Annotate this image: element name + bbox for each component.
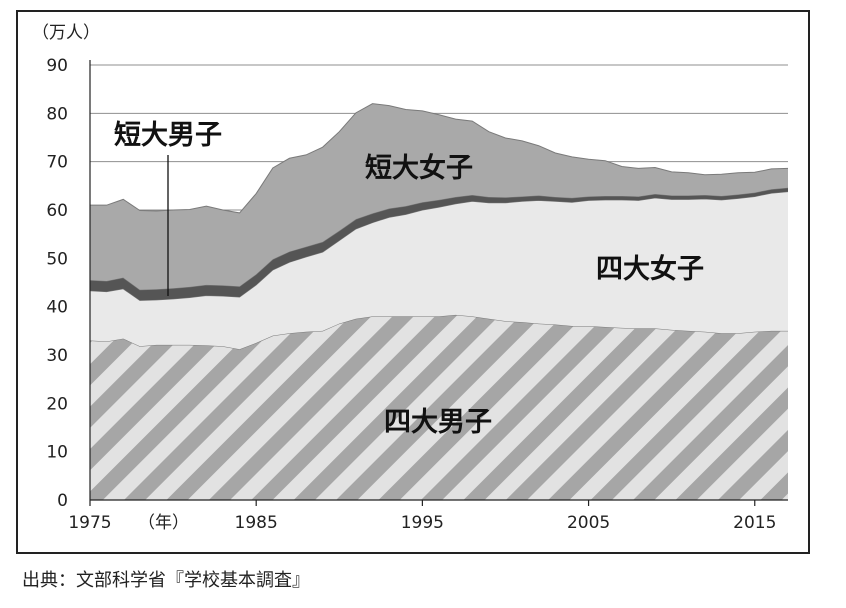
area-series-4 <box>90 103 788 290</box>
label-tandai-joshi: 短大女子 <box>365 152 473 184</box>
series-labels: 短大男子 短大女子 四大女子 四大男子 <box>114 120 704 438</box>
label-yondai-joshi: 四大女子 <box>596 253 704 285</box>
x-tick-label-2005: 2005 <box>567 513 610 533</box>
area-series-1 <box>90 314 788 500</box>
axes: （万人） 0 10 20 30 40 50 60 70 80 90 1975 （年） 1985 1995 2… <box>32 23 788 533</box>
y-tick-label-80: 80 <box>46 104 68 124</box>
y-tick-label-20: 20 <box>46 394 68 414</box>
x-year-suffix: （年） <box>138 513 189 533</box>
y-tick-label-10: 10 <box>46 443 68 463</box>
y-tick-label-60: 60 <box>46 201 68 221</box>
y-tick-label-0: 0 <box>57 491 68 511</box>
stacked-area-chart: （万人） 0 10 20 30 40 50 60 70 80 90 1975 （年） 1985 1995 2… <box>32 23 789 533</box>
area-series-edge-4 <box>90 103 789 214</box>
y-unit-label: （万人） <box>32 23 100 43</box>
y-tick-label-30: 30 <box>46 346 68 366</box>
x-tick-label-2015: 2015 <box>733 513 776 533</box>
y-tick-label-90: 90 <box>46 56 68 76</box>
x-tick-label-1975: 1975 <box>68 513 111 533</box>
label-tandai-danshi: 短大男子 <box>114 120 222 151</box>
x-tick-label-1985: 1985 <box>235 513 278 533</box>
area-series-2 <box>90 191 788 350</box>
y-tick-label-40: 40 <box>46 298 68 318</box>
y-tick-label-50: 50 <box>46 249 68 269</box>
area-series-3 <box>90 187 788 301</box>
x-tick-label-1995: 1995 <box>401 513 444 533</box>
label-yondai-danshi: 四大男子 <box>384 407 492 438</box>
source-note: 出典：文部科学省『学校基本調査』 <box>22 570 310 591</box>
y-tick-label-70: 70 <box>46 153 68 173</box>
area-series <box>89 103 789 500</box>
chart-frame: （万人） 0 10 20 30 40 50 60 70 80 90 1975 （年） 1985 1995 2… <box>16 10 810 554</box>
